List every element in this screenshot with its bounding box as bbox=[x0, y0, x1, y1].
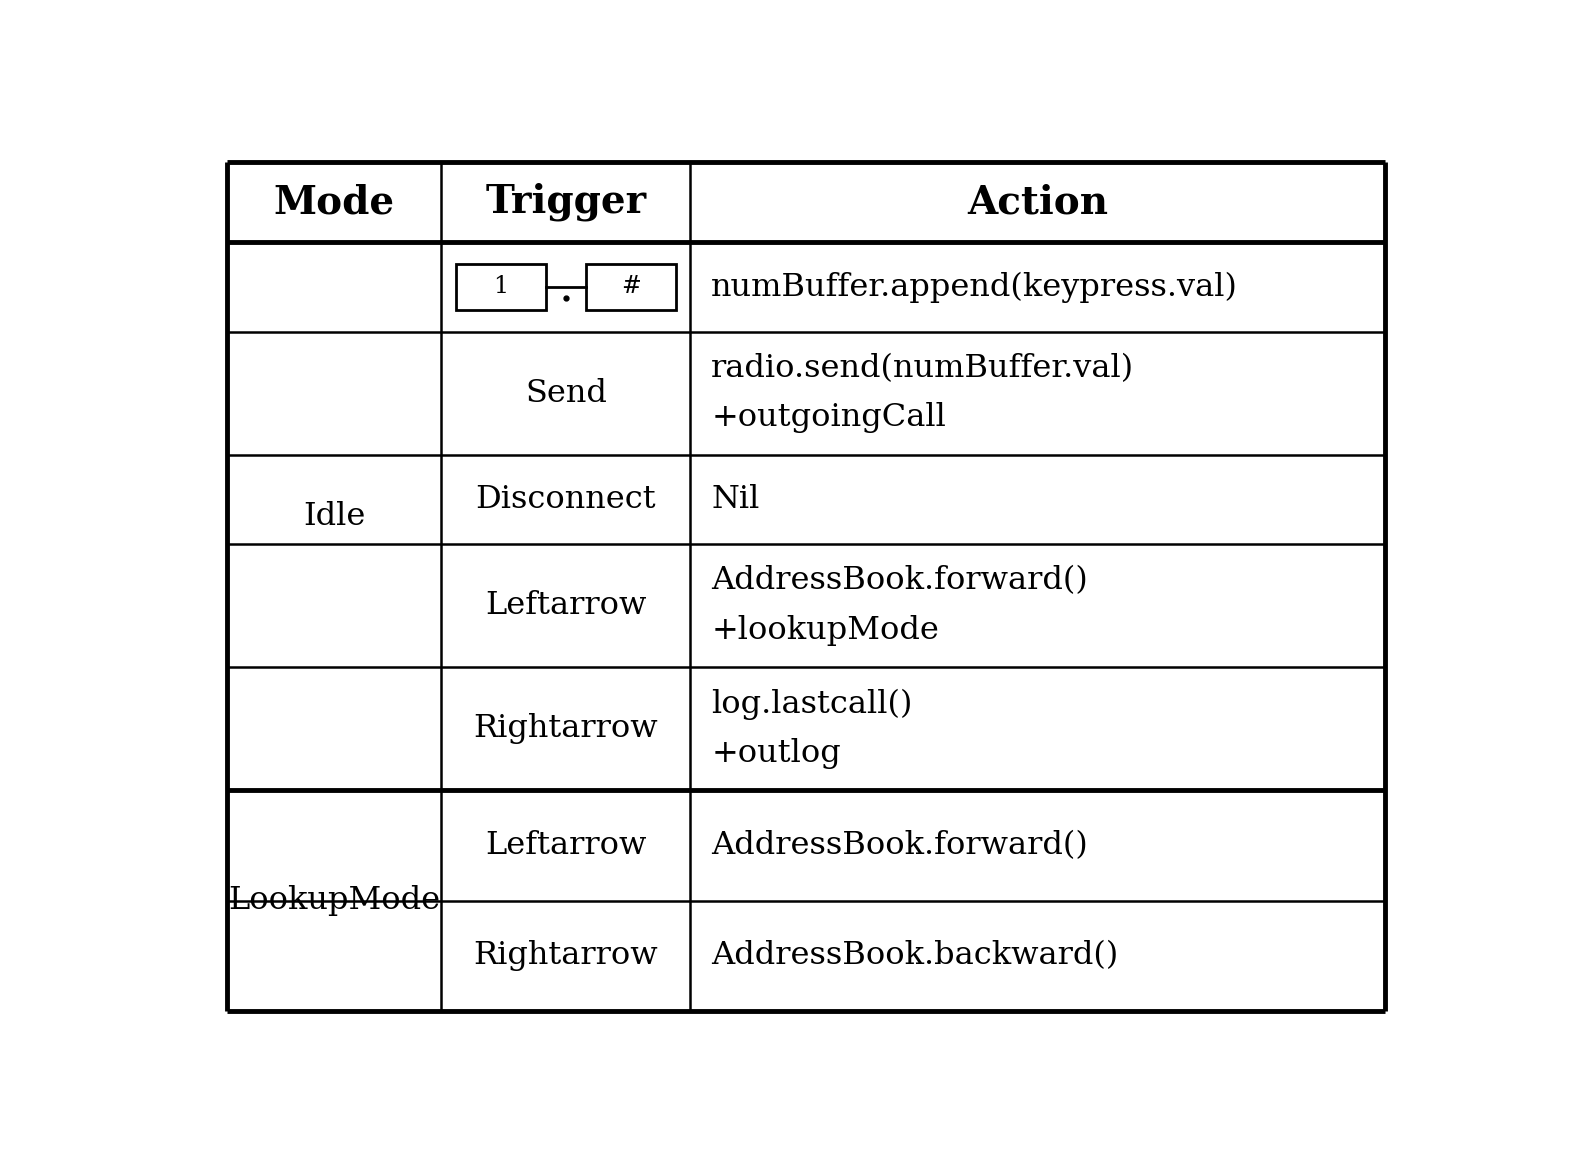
Text: log.lastcall(): log.lastcall() bbox=[711, 688, 912, 720]
Text: +outgoingCall: +outgoingCall bbox=[711, 402, 945, 433]
Text: Action: Action bbox=[967, 183, 1109, 221]
Text: Disconnect: Disconnect bbox=[475, 484, 656, 514]
Bar bbox=[456, 264, 546, 310]
Text: Rightarrow: Rightarrow bbox=[473, 713, 658, 744]
Text: AddressBook.forward(): AddressBook.forward() bbox=[711, 830, 1089, 860]
Text: +lookupMode: +lookupMode bbox=[711, 614, 939, 646]
Text: 1: 1 bbox=[494, 275, 508, 298]
Text: #: # bbox=[621, 275, 640, 298]
Text: AddressBook.forward(): AddressBook.forward() bbox=[711, 565, 1089, 597]
Text: +outlog: +outlog bbox=[711, 737, 842, 769]
Text: LookupMode: LookupMode bbox=[228, 885, 440, 916]
Text: Idle: Idle bbox=[304, 500, 365, 532]
Bar bbox=[585, 264, 675, 310]
Text: Nil: Nil bbox=[711, 484, 760, 514]
Text: Leftarrow: Leftarrow bbox=[484, 830, 647, 860]
Text: AddressBook.backward(): AddressBook.backward() bbox=[711, 940, 1118, 972]
Text: Send: Send bbox=[525, 377, 607, 409]
Text: Leftarrow: Leftarrow bbox=[484, 590, 647, 621]
Text: numBuffer.append(keypress.val): numBuffer.append(keypress.val) bbox=[711, 272, 1238, 303]
Text: Rightarrow: Rightarrow bbox=[473, 940, 658, 972]
Text: Trigger: Trigger bbox=[486, 182, 647, 222]
Text: Mode: Mode bbox=[274, 183, 395, 221]
Text: radio.send(numBuffer.val): radio.send(numBuffer.val) bbox=[711, 353, 1134, 384]
